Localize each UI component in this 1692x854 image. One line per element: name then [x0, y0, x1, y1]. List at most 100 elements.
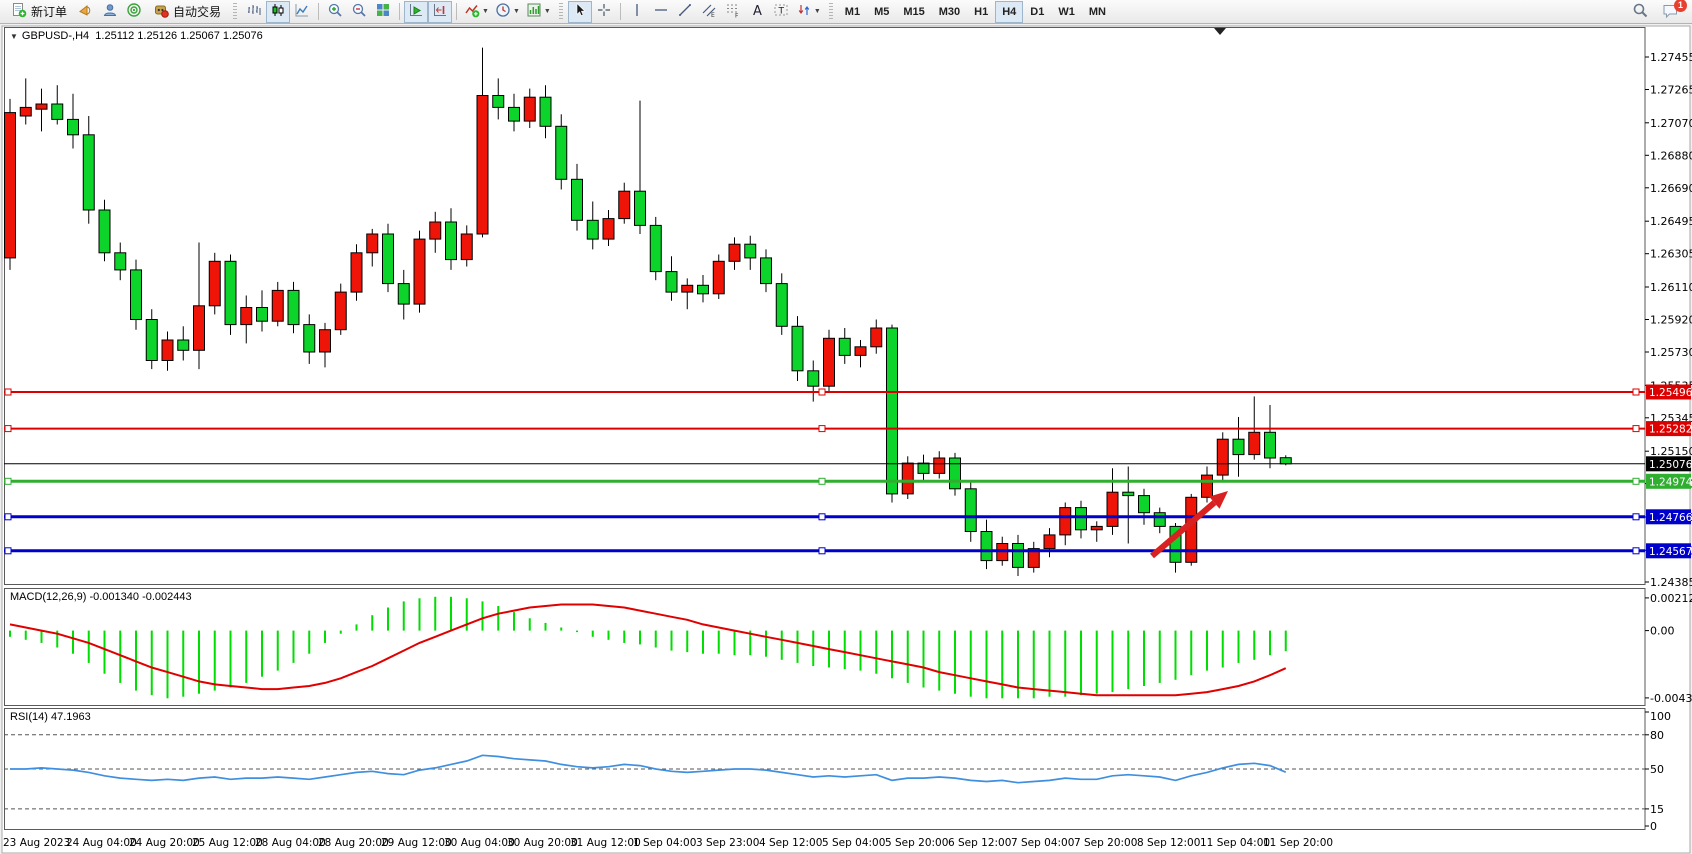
tab-timeframe-m5[interactable]: M5 — [867, 1, 896, 23]
price-axis-label: 1.25730 — [1650, 346, 1692, 359]
chart-menu-arrow-icon[interactable]: ▼ — [10, 32, 18, 41]
hline-marker[interactable] — [818, 388, 826, 396]
candle — [4, 112, 16, 259]
hline-marker[interactable] — [1632, 388, 1640, 396]
macd-histogram-bar — [891, 630, 893, 679]
rsi-axis-label: 50 — [1650, 763, 1664, 776]
hline-1.24766-tag-label: 1.24766 — [1649, 512, 1692, 524]
indicators-button[interactable]: ▼ — [461, 1, 492, 23]
text-label-tool-button[interactable]: T — [769, 1, 793, 23]
candle — [476, 95, 489, 235]
zoom-out-icon — [351, 2, 367, 21]
candle — [1248, 431, 1261, 456]
zoom-out-button[interactable] — [347, 1, 371, 23]
vertical-line-tool-button[interactable] — [625, 1, 649, 23]
tab-timeframe-d1[interactable]: D1 — [1023, 1, 1051, 23]
candle — [539, 96, 552, 127]
macd-histogram-bar — [450, 596, 452, 631]
toolbar: 新订单 自动交易 ▼ ▼ ▼ E F A T ▼ M1 M5 M15 M30 H1 H4 D… — [0, 0, 1692, 24]
chart-shift-marker[interactable] — [1214, 28, 1226, 35]
tab-timeframe-m15[interactable]: M15 — [896, 1, 931, 23]
tab-timeframe-h1[interactable]: H1 — [967, 1, 995, 23]
auto-scroll-button[interactable] — [404, 0, 429, 23]
hline-marker[interactable] — [4, 547, 12, 555]
hline-marker[interactable] — [1632, 425, 1640, 433]
bar-chart-button[interactable] — [242, 1, 266, 23]
channel-tool-button[interactable]: E — [697, 1, 721, 23]
candle — [1264, 431, 1276, 459]
search-button[interactable] — [1628, 1, 1652, 23]
text-tool-button[interactable]: A — [745, 1, 769, 23]
macd-histogram-bar — [686, 630, 689, 653]
candle — [114, 252, 127, 271]
tab-timeframe-m1[interactable]: M1 — [838, 1, 867, 23]
toolbar-separator — [619, 3, 621, 20]
time-axis-label: 6 Sep 12:00 — [948, 837, 1011, 849]
toolbar-separator — [399, 3, 401, 20]
tab-timeframe-m30[interactable]: M30 — [932, 1, 967, 23]
tile-windows-button[interactable] — [371, 1, 395, 23]
time-axis-label: 7 Sep 20:00 — [1074, 837, 1137, 849]
candle — [193, 305, 205, 351]
crosshair-tool-button[interactable] — [592, 1, 616, 23]
hline-marker[interactable] — [1632, 477, 1640, 485]
new-order-button[interactable]: 新订单 — [4, 1, 74, 23]
hline-marker[interactable] — [4, 513, 12, 521]
hline-marker[interactable] — [4, 388, 12, 396]
chart-shift-button[interactable] — [428, 0, 453, 23]
candle — [1106, 491, 1119, 527]
hline-marker[interactable] — [1632, 547, 1640, 555]
candle — [1232, 438, 1245, 456]
candle — [208, 260, 221, 307]
hline-marker[interactable] — [1632, 513, 1640, 521]
macd-histogram-bar — [339, 630, 342, 634]
trend-arrow-shaft[interactable] — [1150, 500, 1217, 559]
zoom-in-button[interactable] — [323, 1, 347, 23]
macd-histogram-bar — [434, 596, 437, 631]
chart-ohlc-values: 1.25112 1.25126 1.25067 1.25076 — [95, 30, 263, 42]
macd-axis-label: 0.002123 — [1650, 592, 1692, 605]
templates-button[interactable]: ▼ — [523, 1, 554, 23]
periods-button[interactable]: ▼ — [492, 1, 523, 23]
line-chart-button[interactable] — [290, 1, 314, 23]
tab-timeframe-w1[interactable]: W1 — [1051, 1, 1082, 23]
cursor-tool-button[interactable] — [567, 0, 592, 23]
chart-plot[interactable]: 1.27455 1.27265 1.27070 1.26880 1.26690 1.264… — [0, 25, 1692, 854]
svg-text:F: F — [735, 13, 739, 19]
hline-marker[interactable] — [818, 547, 826, 555]
candle — [775, 283, 788, 327]
signals-button[interactable] — [122, 1, 146, 23]
macd-histogram-bar — [1048, 630, 1051, 697]
horizontal-line-tool-button[interactable] — [649, 1, 673, 23]
macd-histogram-bar — [875, 630, 878, 674]
notifications-button[interactable]: 1 — [1658, 0, 1687, 23]
candle — [224, 260, 237, 326]
time-axis-label: 5 Sep 04:00 — [822, 837, 885, 849]
fibonacci-icon: F — [725, 2, 741, 21]
hline-marker[interactable] — [4, 477, 12, 485]
time-axis-label: 23 Aug 2023 — [3, 837, 70, 849]
candlestick-chart-button[interactable] — [266, 0, 291, 23]
hline-marker[interactable] — [818, 513, 826, 521]
candle — [1012, 543, 1024, 568]
fibonacci-tool-button[interactable]: F — [721, 1, 745, 23]
autotrading-button[interactable]: 自动交易 — [146, 1, 228, 23]
candle — [1027, 548, 1040, 568]
hline-marker[interactable] — [818, 477, 826, 485]
trend-arrow-head[interactable] — [1209, 491, 1228, 509]
hline-marker[interactable] — [818, 425, 826, 433]
candle — [917, 462, 930, 474]
indicators-icon — [464, 2, 480, 21]
market-button[interactable] — [74, 1, 98, 23]
time-axis-label: 29 Aug 12:00 — [381, 837, 452, 849]
tab-timeframe-h4[interactable]: H4 — [995, 0, 1024, 23]
candle — [1138, 495, 1150, 514]
community-button[interactable] — [98, 1, 122, 23]
arrows-tool-button[interactable]: ▼ — [793, 1, 824, 23]
trendline-tool-button[interactable] — [673, 1, 697, 23]
hline-marker[interactable] — [4, 425, 12, 433]
candle — [303, 324, 316, 353]
macd-histogram-bar — [9, 630, 11, 637]
tab-timeframe-mn[interactable]: MN — [1082, 1, 1113, 23]
macd-histogram-bar — [576, 630, 578, 633]
